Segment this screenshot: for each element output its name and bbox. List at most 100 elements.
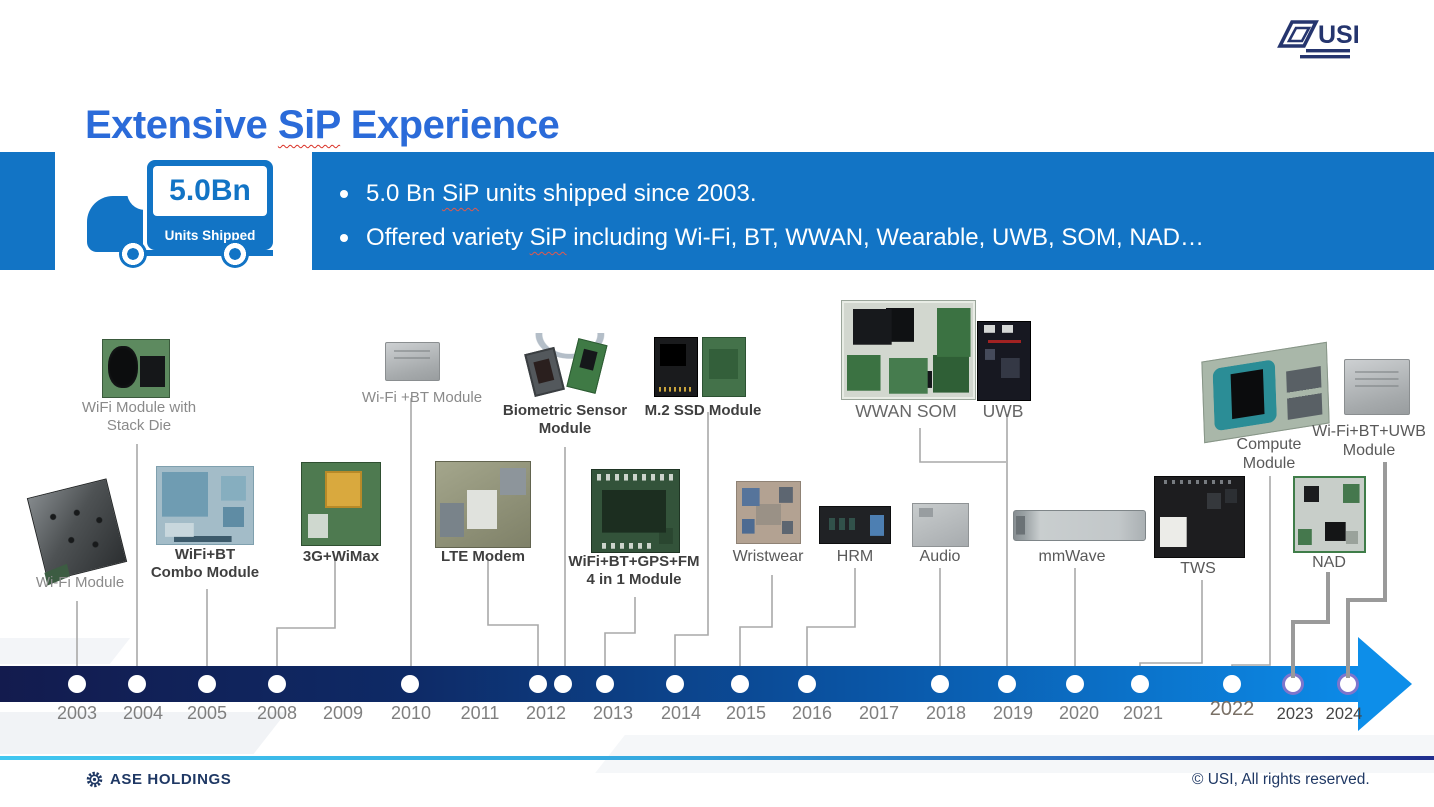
module-image-four_in_one <box>591 469 680 553</box>
connector-wwan-som <box>919 428 1006 463</box>
footer-divider <box>0 756 1434 760</box>
year-label-2005: 2005 <box>186 703 228 723</box>
year-label-2012: 2012 <box>525 703 567 723</box>
bullet-dot <box>340 190 348 198</box>
module-image-combo <box>156 466 254 545</box>
connector-2021 <box>1139 580 1203 668</box>
page-title: Extensive SiP Experience <box>85 102 560 147</box>
connector-2015 <box>739 575 773 668</box>
connector-2014 <box>674 412 709 668</box>
module-image-m2_ssd <box>654 337 746 397</box>
module-image-stack_die <box>102 339 170 398</box>
year-label-2009: 2009 <box>322 703 364 723</box>
year-label-2019: 2019 <box>992 703 1034 723</box>
timeline-dot-2018 <box>931 675 949 693</box>
timeline-dot-2020 <box>1066 675 1084 693</box>
module-label-tws: TWS <box>1180 560 1216 577</box>
module-image-wimax <box>301 462 381 546</box>
module-image-wwan_som <box>841 300 976 400</box>
timeline-dot-2010 <box>401 675 419 693</box>
module-label-uwb: UWB <box>982 401 1024 421</box>
connector-2024 <box>1346 462 1387 678</box>
year-label-2003: 2003 <box>56 703 98 723</box>
timeline-dot-2014 <box>666 675 684 693</box>
copyright-text: © USI, All rights reserved. <box>1192 771 1370 788</box>
ase-holdings-text: ASE HOLDINGS <box>110 771 232 788</box>
year-label-2020: 2020 <box>1058 703 1100 723</box>
module-label-wimax: 3G+WiMax <box>302 548 380 565</box>
timeline-dot-2012 <box>554 675 572 693</box>
module-label-lte: LTE Modem <box>441 548 525 565</box>
timeline-dot-2015 <box>731 675 749 693</box>
module-image-mmwave <box>1013 510 1146 541</box>
module-label-stack_die: WiFi Module with Stack Die <box>81 399 197 434</box>
usi-logo-mark: USI <box>1277 20 1360 59</box>
gear-icon <box>86 771 103 788</box>
year-label-2024: 2024 <box>1325 705 1363 723</box>
year-label-2011: 2011 <box>460 703 500 723</box>
timeline-dot-2019 <box>998 675 1016 693</box>
connector-2008 <box>276 560 336 668</box>
timeline-dot-2005 <box>198 675 216 693</box>
module-image-tws <box>1154 476 1245 558</box>
module-label-audio: Audio <box>919 548 961 565</box>
year-label-2021: 2021 <box>1122 703 1164 723</box>
truck-icon: 5.0Bn Units Shipped <box>85 158 277 268</box>
connector-2016 <box>806 568 856 668</box>
timeline-dot-2008 <box>268 675 286 693</box>
usi-logo: USI <box>1272 16 1360 64</box>
truck-wheel <box>221 240 249 268</box>
timeline-dot-2004 <box>128 675 146 693</box>
timeline-dot-2003 <box>68 675 86 693</box>
module-image-wristwear <box>736 481 801 544</box>
module-image-uwb <box>977 321 1031 401</box>
module-image-hrm <box>819 506 891 544</box>
module-label-wifi_module: Wi-Fi Module <box>35 574 125 591</box>
banner-bullet-2: Offered variety SiP including Wi-Fi, BT,… <box>340 224 1204 252</box>
module-image-biometric <box>527 333 605 399</box>
module-label-wifi_bt: Wi-Fi +BT Module <box>361 389 483 406</box>
timeline-dot-2021 <box>1131 675 1149 693</box>
timeline-arrowhead <box>1358 637 1412 731</box>
module-label-biometric: Biometric Sensor Module <box>502 402 628 437</box>
timeline-dot-2022 <box>1223 675 1241 693</box>
year-label-2015: 2015 <box>725 703 767 723</box>
module-image-wifi_bt_uwb <box>1344 359 1410 415</box>
year-label-2010: 2010 <box>390 703 432 723</box>
connector-2013 <box>604 597 636 668</box>
module-label-wwan_som: WWAN SOM <box>855 401 957 421</box>
truck-wheel <box>119 240 147 268</box>
module-label-mmwave: mmWave <box>1038 548 1106 565</box>
truck-cargo-box: 5.0Bn Units Shipped <box>147 160 273 250</box>
module-label-combo: WiFi+BT Combo Module <box>150 546 260 581</box>
year-label-2004: 2004 <box>122 703 164 723</box>
module-image-lte <box>435 461 531 548</box>
banner-bullet-1: 5.0 Bn SiP units shipped since 2003. <box>340 180 757 208</box>
year-label-2008: 2008 <box>256 703 298 723</box>
year-label-2023: 2023 <box>1276 705 1314 723</box>
year-label-2022: 2022 <box>1209 698 1255 720</box>
connector-2023 <box>1291 572 1330 678</box>
module-image-wifi_bt <box>385 342 440 381</box>
year-label-2016: 2016 <box>791 703 833 723</box>
module-label-wristwear: Wristwear <box>732 548 804 565</box>
module-label-hrm: HRM <box>836 548 874 565</box>
connector-2011 <box>487 558 539 668</box>
usi-logo-text: USI <box>1318 21 1358 49</box>
module-label-m2_ssd: M.2 SSD Module <box>644 402 762 419</box>
year-label-2018: 2018 <box>925 703 967 723</box>
highlight-banner: 5.0 Bn SiP units shipped since 2003. Off… <box>312 152 1434 270</box>
timeline-dot-2011 <box>529 675 547 693</box>
year-label-2014: 2014 <box>660 703 702 723</box>
year-label-2017: 2017 <box>858 703 900 723</box>
module-label-compute: Compute Module <box>1236 436 1302 472</box>
module-label-nad: NAD <box>1312 554 1346 571</box>
units-shipped-caption: Units Shipped <box>164 228 256 243</box>
ase-holdings-logo: ASE HOLDINGS <box>85 770 231 789</box>
module-image-nad <box>1293 476 1366 553</box>
timeline-dot-2016 <box>798 675 816 693</box>
left-accent-bar <box>0 152 55 270</box>
